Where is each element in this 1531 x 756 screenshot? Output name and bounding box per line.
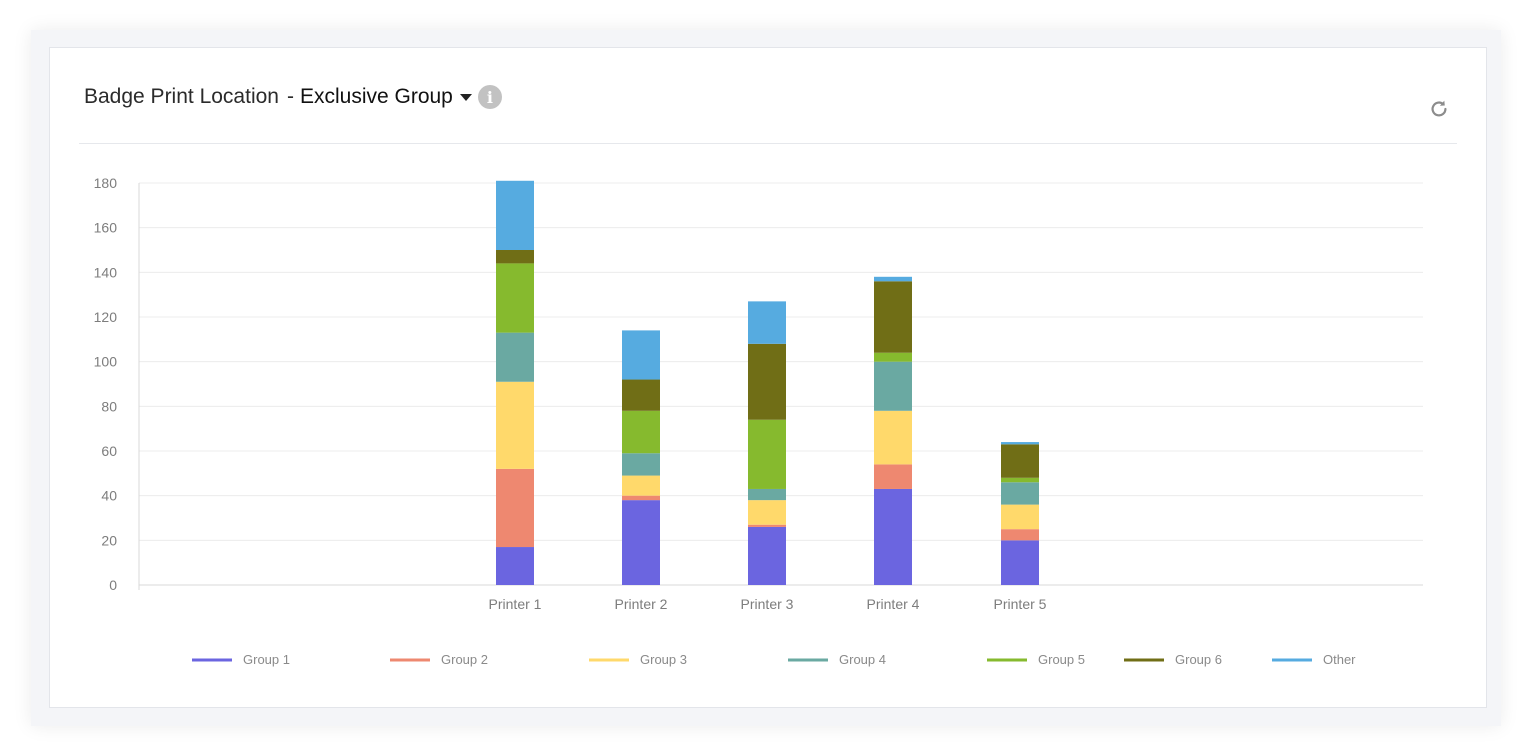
legend-label: Group 4 — [839, 652, 886, 667]
bar-segment — [748, 524, 786, 527]
bar-segment — [748, 301, 786, 344]
bar-segment — [874, 352, 912, 362]
legend-label: Group 6 — [1175, 652, 1222, 667]
x-tick-label: Printer 2 — [615, 596, 668, 612]
y-tick-label: 40 — [101, 488, 117, 504]
bar-segment — [622, 453, 660, 476]
bar-segment — [748, 488, 786, 501]
x-tick-label: Printer 4 — [867, 596, 920, 612]
title-row: Badge Print Location - Exclusive Group i — [84, 82, 502, 112]
bar-segment — [874, 464, 912, 489]
chevron-down-icon[interactable] — [459, 93, 472, 101]
y-tick-label: 20 — [101, 532, 117, 548]
y-tick-label: 120 — [94, 309, 118, 325]
bar-segment — [874, 488, 912, 585]
legend-label: Group 2 — [441, 652, 488, 667]
y-tick-label: 140 — [94, 264, 118, 280]
x-tick-label: Printer 1 — [489, 596, 542, 612]
bar-segment — [496, 250, 534, 264]
x-tick-label: Printer 3 — [741, 596, 794, 612]
info-icon[interactable]: i — [477, 85, 502, 109]
y-tick-label: 180 — [94, 175, 118, 191]
group-selector-label[interactable]: Exclusive Group — [299, 85, 453, 108]
bar-segment — [1001, 444, 1039, 478]
bar-segment — [496, 547, 534, 585]
bar-segment — [622, 410, 660, 454]
bar-segment — [1001, 482, 1039, 505]
bar-segment — [1001, 540, 1039, 585]
bar-segment — [496, 332, 534, 382]
bar-segment — [874, 410, 912, 465]
bar-segment — [1001, 529, 1039, 541]
bar-segment — [1001, 477, 1039, 483]
y-tick-label: 0 — [109, 577, 117, 593]
bar-segment — [874, 281, 912, 353]
bar-segment — [622, 379, 660, 411]
legend-label: Group 1 — [243, 652, 290, 667]
y-tick-label: 80 — [101, 398, 117, 414]
y-tick-label: 60 — [101, 443, 117, 459]
refresh-icon[interactable] — [1428, 98, 1450, 120]
bar-segment — [1001, 442, 1039, 445]
x-tick-label: Printer 5 — [994, 596, 1047, 612]
bar-segment — [496, 381, 534, 469]
bar-segment — [496, 180, 534, 250]
title-separator: - — [286, 85, 294, 108]
bar-segment — [622, 330, 660, 380]
bar-segment — [748, 343, 786, 420]
legend-label: Group 5 — [1038, 652, 1085, 667]
bar-segment — [496, 468, 534, 548]
bar-segment — [1001, 504, 1039, 530]
bar-segment — [496, 263, 534, 333]
bar-segment — [748, 419, 786, 489]
y-tick-label: 160 — [94, 220, 118, 236]
legend-label: Group 3 — [640, 652, 687, 667]
bar-segment — [874, 361, 912, 411]
bar-segment — [622, 500, 660, 585]
card-header: Badge Print Location - Exclusive Group i — [79, 48, 1457, 144]
bar-segment — [622, 495, 660, 501]
bar-segment — [622, 475, 660, 496]
y-tick-label: 100 — [94, 354, 118, 370]
legend-label: Other — [1323, 652, 1356, 667]
chart-title: Badge Print Location — [84, 85, 279, 108]
bar-segment — [874, 276, 912, 282]
bar-segment — [748, 500, 786, 525]
bar-segment — [748, 526, 786, 585]
